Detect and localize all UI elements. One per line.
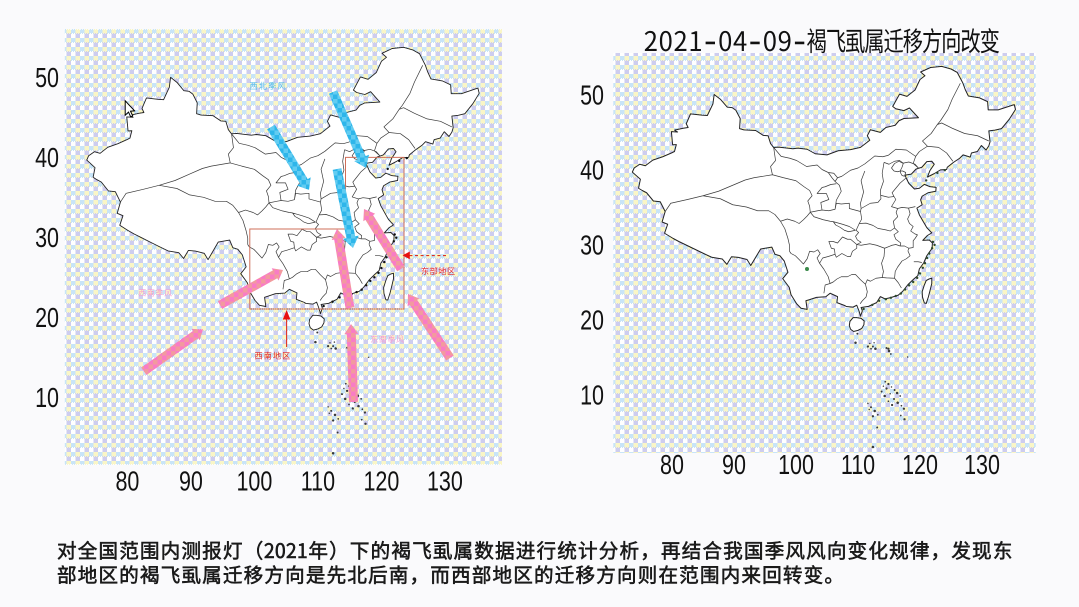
svg-text:130: 130 (427, 467, 463, 497)
svg-text:110: 110 (301, 467, 335, 497)
svg-text:50: 50 (35, 64, 59, 94)
svg-text:120: 120 (363, 467, 399, 497)
svg-text:20: 20 (35, 304, 59, 334)
svg-text:40: 40 (580, 156, 604, 186)
svg-text:50: 50 (580, 81, 604, 111)
svg-text:100: 100 (236, 467, 272, 497)
svg-text:90: 90 (179, 467, 203, 497)
svg-text:120: 120 (902, 451, 938, 481)
svg-text:10: 10 (580, 381, 604, 411)
svg-text:30: 30 (580, 231, 604, 261)
svg-text:30: 30 (35, 224, 59, 254)
svg-text:130: 130 (964, 451, 1000, 481)
svg-text:80: 80 (115, 467, 139, 497)
svg-text:100: 100 (778, 451, 814, 481)
svg-text:90: 90 (722, 451, 746, 481)
svg-text:80: 80 (660, 451, 684, 481)
svg-text:20: 20 (580, 306, 604, 336)
svg-text:40: 40 (35, 144, 59, 174)
svg-text:10: 10 (35, 384, 59, 414)
svg-text:110: 110 (841, 451, 875, 481)
